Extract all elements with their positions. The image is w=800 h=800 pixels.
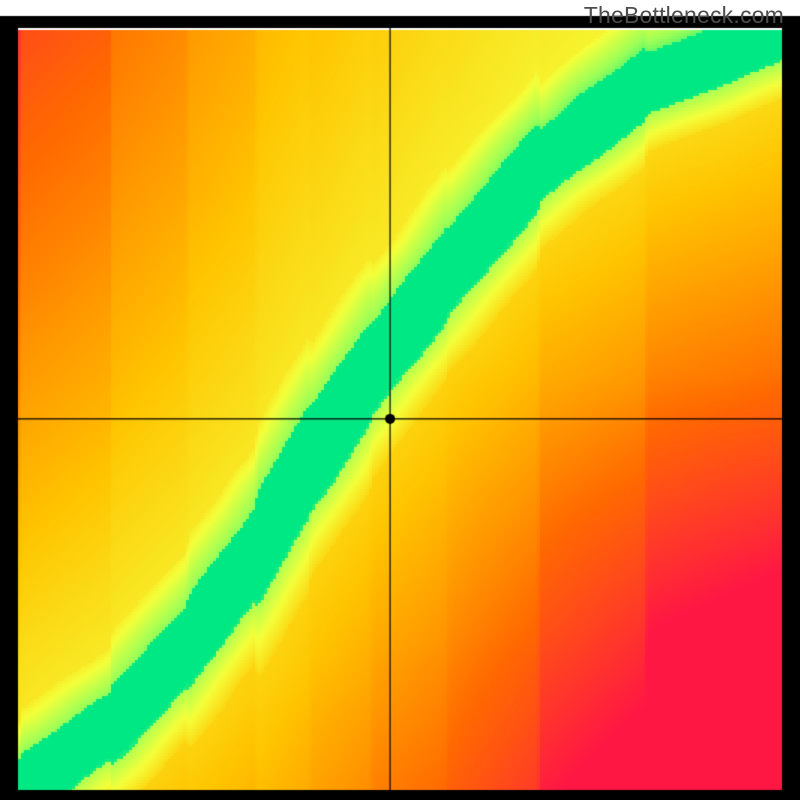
bottleneck-heatmap [0,0,800,800]
chart-frame: TheBottleneck.com [0,0,800,800]
watermark-label: TheBottleneck.com [584,2,784,29]
